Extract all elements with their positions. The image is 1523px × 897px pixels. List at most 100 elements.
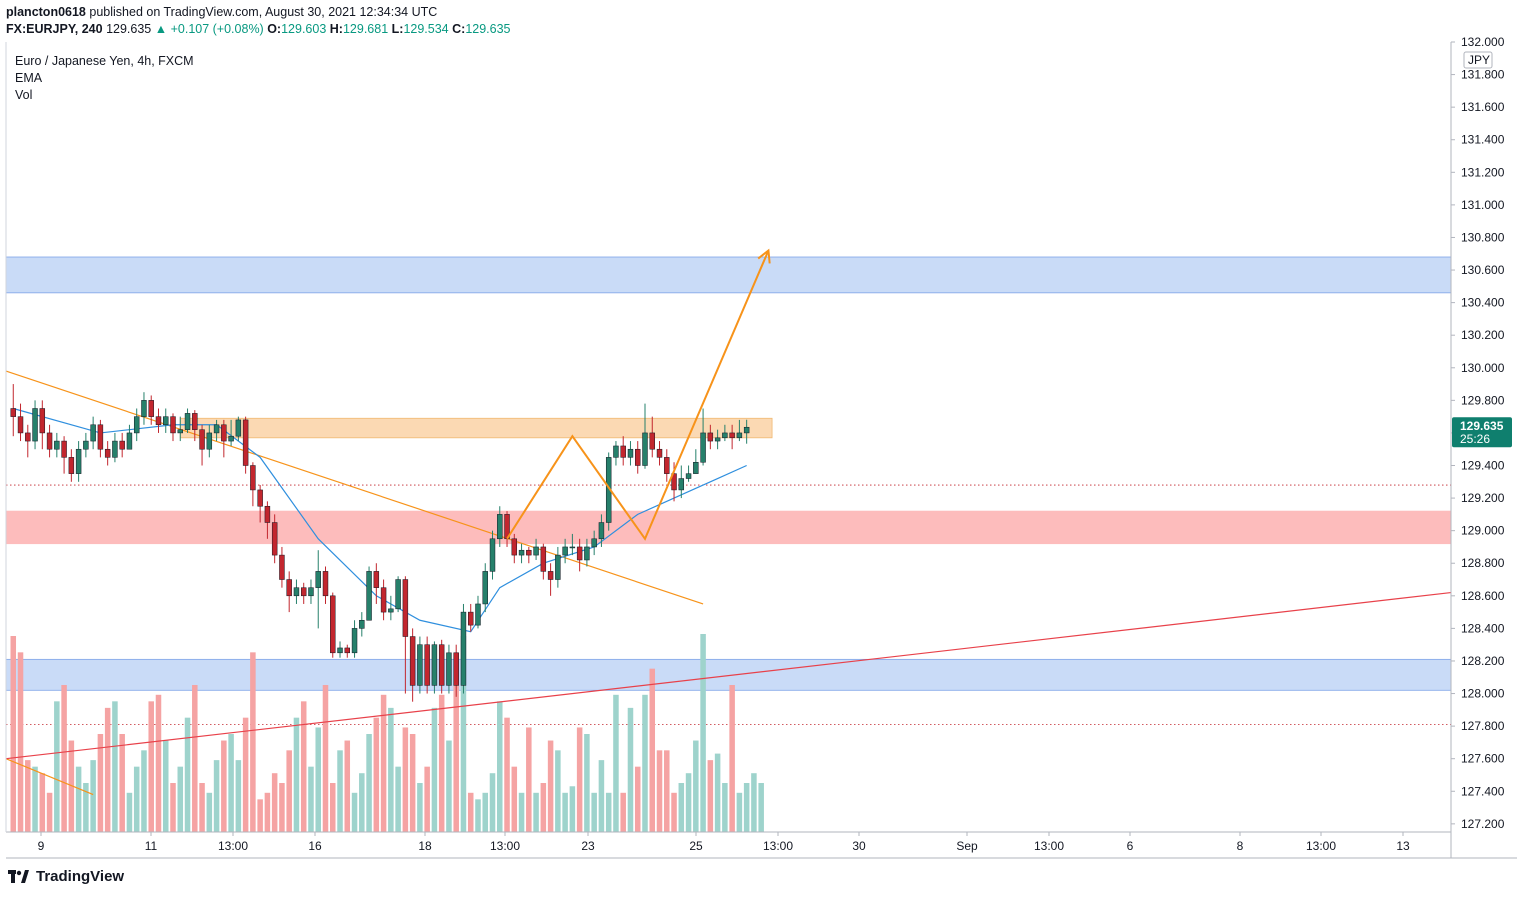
zones-layer [5,256,1452,691]
candle-body [330,595,336,654]
volume-bar [39,773,46,832]
publish-line: plancton0618 published on TradingView.co… [6,4,511,21]
candle-body [54,440,60,450]
candle-body [184,413,191,430]
candle-body [271,522,278,556]
y-tick-label: 130.800 [1461,230,1505,244]
volume-bar [279,783,285,832]
candle-body [460,611,467,686]
price-tag-box [1452,417,1512,448]
volume-bar [104,707,111,832]
change-value: ▲ +0.107 (+0.08%) [154,22,264,36]
volume-bar [192,685,198,832]
volume-bar [707,760,714,832]
y-tick-label: 128.600 [1461,589,1505,603]
time-axis[interactable]: 9 11 13:00 16 18 13:00 23 25 13:00 30 Sep 13:00 6 8 13… [5,42,1517,859]
blue-zone [5,658,1452,691]
volume-bar [722,783,728,832]
candle-body [685,473,692,479]
volume-bar [511,766,518,832]
author-name[interactable]: plancton0618 [6,5,86,19]
orange-zone [179,417,773,439]
candle-body [133,416,140,434]
x-tick-label: 16 [308,839,322,853]
projection-path [506,250,770,541]
candle-body [693,461,699,474]
volume-bar [620,792,626,832]
candle-body [649,432,655,450]
candle-body [199,429,205,450]
x-tick-label: 13:00 [1306,839,1336,853]
projection-layer [506,248,771,541]
candle-body [10,408,16,417]
candle-body [242,419,249,466]
volume-bar [758,783,764,832]
volume-bar [497,701,503,832]
candle-body [656,448,663,458]
tradingview-logo[interactable]: TradingView [8,868,124,885]
ema-legend[interactable]: EMA [15,71,43,85]
blue-zone [5,256,1452,294]
x-tick-label: 13 [1396,839,1410,853]
y-tick-label: 129.000 [1461,524,1505,538]
candle-body [707,432,714,442]
candle-body [119,440,125,450]
candle-body [388,608,394,613]
price-axis[interactable]: 132.000 131.800 131.600 131.400 131.200 131.0… [1450,35,1505,858]
candle-body [555,554,561,580]
candle-body [489,538,496,572]
volume-bar [584,734,590,832]
high-value: 129.681 [342,22,389,36]
volume-bar [308,766,314,832]
volume-bar [533,792,539,832]
volume-bar [388,707,394,832]
y-tick-label: 130.600 [1461,263,1505,277]
volume-bar [286,750,292,832]
volume-bar [155,694,162,832]
candle-body [409,636,416,686]
candle-body [68,457,75,474]
candle-body [613,445,619,458]
volume-bar [700,634,706,832]
volume-bar [133,766,140,832]
vol-legend[interactable]: Vol [15,88,33,102]
candle-body [620,445,626,458]
volume-bar [344,740,351,832]
candle-body [664,457,670,474]
volume-bar [366,734,372,832]
volume-bar [75,766,82,832]
volume-bar [141,750,147,832]
volume-bar [751,773,757,832]
volume-bar [177,766,184,832]
volume-bar [649,668,656,832]
volume-bar [221,740,227,832]
volume-bar [627,707,634,832]
candle-body [46,432,53,450]
candle-body [417,644,423,686]
volume-bar [729,685,735,832]
volume-bar [300,701,307,832]
projection-arrowhead [757,248,771,264]
candle-body [700,432,706,463]
volume-bar [119,734,125,832]
candle-body [736,432,743,439]
instrument-title[interactable]: Euro / Japanese Yen, 4h, FXCM [15,54,194,68]
x-tick-label: 30 [852,839,866,853]
volume-bar [68,740,75,832]
volume-bar [90,760,96,832]
volume-bar [213,760,220,832]
y-tick-label: 130.200 [1461,328,1505,342]
volume-bar [642,694,648,832]
volume-bar [518,792,525,832]
volume-bar [467,792,474,832]
volume-bar [184,717,191,832]
candle-body [206,432,213,450]
x-tick-label: 13:00 [218,839,248,853]
volume-layer [10,634,764,832]
volume-bar [453,652,459,832]
price-tag-countdown: 25:26 [1460,432,1490,446]
volume-bar [438,694,445,832]
volume-bar [148,701,154,832]
